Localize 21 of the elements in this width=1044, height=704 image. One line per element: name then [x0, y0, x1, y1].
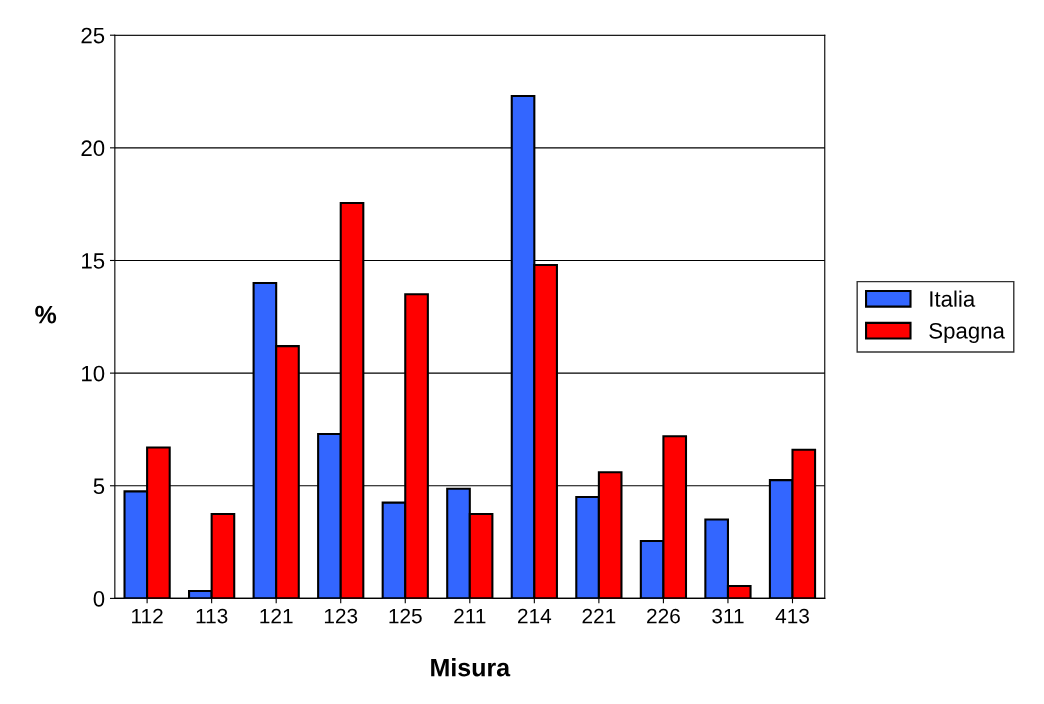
y-tick-label: 20: [81, 140, 105, 157]
x-tick-label: 113: [196, 608, 228, 624]
x-tick-label: 211: [454, 608, 486, 624]
x-tick-label: 123: [324, 608, 358, 624]
x-tick-label: 125: [389, 608, 422, 624]
y-tick-label: 5: [93, 478, 105, 495]
x-tick-label: 311: [712, 608, 744, 624]
x-axis-title: Misura: [431, 658, 511, 677]
x-tick-label: 214: [518, 608, 552, 624]
y-tick-label: 10: [82, 365, 105, 382]
y-tick-label: 25: [81, 27, 105, 44]
x-tick-label: 226: [647, 608, 680, 624]
y-tick-label: 0: [93, 590, 105, 607]
y-tick-label: 15: [82, 253, 105, 269]
x-tick-label: 121: [260, 608, 293, 624]
y-axis-title: %: [35, 305, 57, 324]
x-tick-label: 413: [775, 608, 809, 624]
x-tick-label: 112: [132, 608, 163, 624]
legend-label: Spagna: [929, 322, 1005, 344]
x-tick-label: 221: [582, 608, 616, 624]
legend-label: Italia: [930, 290, 976, 307]
